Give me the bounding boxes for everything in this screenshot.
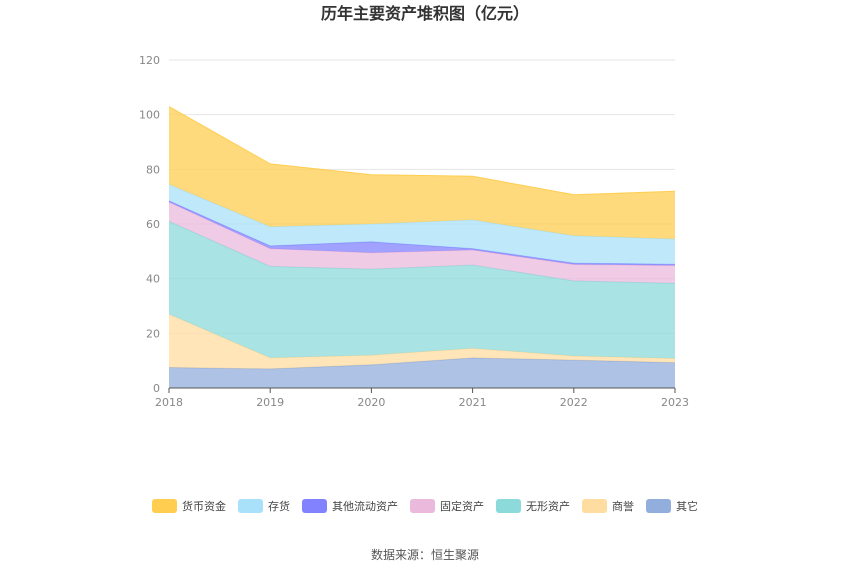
- area-series-3: [169, 202, 675, 284]
- area-series-4: [169, 200, 675, 266]
- x-tick-label: 2019: [256, 396, 284, 409]
- legend-swatch[interactable]: [238, 499, 263, 513]
- x-tick-label: 2023: [661, 396, 689, 409]
- legend-swatch[interactable]: [582, 499, 607, 513]
- area-series: [168, 106, 676, 388]
- legend-swatch[interactable]: [152, 499, 177, 513]
- legend-swatch[interactable]: [496, 499, 521, 513]
- y-tick-label: 40: [146, 273, 160, 286]
- legend-label[interactable]: 商誉: [612, 499, 634, 513]
- area-series-2: [169, 221, 675, 359]
- x-tick-label: 2020: [357, 396, 385, 409]
- legend: 货币资金 存货 其他流动资产 固定资产 无形资产 商誉 其它: [152, 499, 698, 513]
- area-series-line-6: [168, 106, 676, 196]
- y-tick-label: 100: [139, 109, 160, 122]
- legend-label[interactable]: 无形资产: [526, 499, 570, 513]
- x-tick-label: 2018: [155, 396, 183, 409]
- legend-swatch[interactable]: [646, 499, 671, 513]
- source-note: 数据来源：恒生聚源: [371, 547, 479, 562]
- legend-label[interactable]: 其他流动资产: [332, 499, 398, 513]
- y-tick-label: 0: [153, 382, 160, 395]
- legend-label[interactable]: 固定资产: [440, 499, 484, 513]
- area-series-1: [169, 314, 675, 369]
- chart-title: 历年主要资产堆积图（亿元）: [321, 4, 529, 23]
- axes: 2018 2019 2020 2021 2022 2023: [155, 387, 689, 409]
- y-tick-label: 120: [139, 54, 160, 67]
- area-series-5: [169, 184, 675, 265]
- legend-label[interactable]: 存货: [268, 499, 290, 513]
- legend-swatch[interactable]: [410, 499, 435, 513]
- legend-swatch[interactable]: [302, 499, 327, 513]
- legend-label[interactable]: 货币资金: [182, 499, 226, 513]
- y-tick-label: 60: [146, 218, 160, 231]
- y-tick-label: 20: [146, 327, 160, 340]
- x-tick-label: 2021: [459, 396, 487, 409]
- area-series-0: [169, 357, 675, 388]
- legend-label[interactable]: 其它: [676, 499, 698, 513]
- area-series-6: [169, 106, 675, 239]
- x-tick-label: 2022: [560, 396, 588, 409]
- y-tick-label: 80: [146, 163, 160, 176]
